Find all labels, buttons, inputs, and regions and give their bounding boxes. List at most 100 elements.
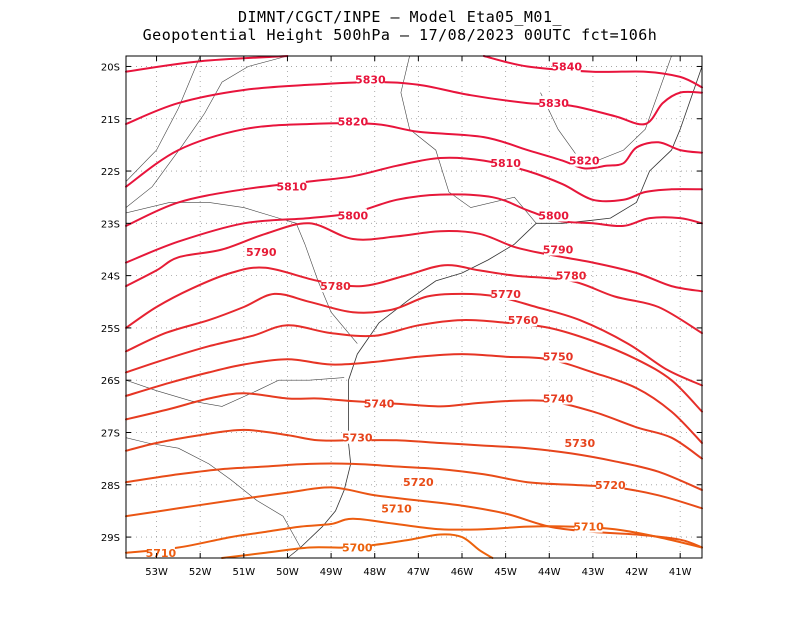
y-tick-label: 21S	[101, 115, 120, 126]
contour-label: 5810	[490, 157, 521, 170]
contour-5700	[221, 533, 494, 559]
contour-label: 5700	[342, 542, 373, 555]
contour-label: 5710	[146, 547, 177, 560]
contour-label-bg	[277, 179, 306, 193]
contour-label-bg	[491, 156, 520, 170]
x-tick-label: 44W	[538, 567, 561, 578]
x-tick-label: 52W	[189, 567, 212, 578]
contour-label-bg	[146, 545, 175, 559]
contour-label-bg	[338, 114, 367, 128]
contour-5820	[125, 122, 703, 188]
contour-label-bg	[343, 540, 372, 554]
height-contours	[125, 55, 703, 559]
state-border	[125, 55, 201, 182]
y-tick-label: 27S	[101, 429, 120, 440]
contour-5710	[125, 517, 703, 554]
contour-label-bg	[570, 153, 599, 167]
contour-label-bg	[247, 245, 276, 259]
y-tick-label: 26S	[101, 376, 120, 387]
y-tick-label: 29S	[101, 533, 120, 544]
contour-5840	[482, 55, 703, 89]
contour-label-bg	[557, 268, 586, 282]
contour-5760	[125, 319, 703, 413]
y-tick-label: 22S	[101, 167, 120, 178]
contour-label-bg	[321, 279, 350, 293]
state-border	[125, 55, 288, 208]
contour-5770	[125, 292, 703, 387]
coastline	[287, 66, 703, 559]
x-tick-label: 43W	[582, 567, 605, 578]
contour-label: 5740	[543, 393, 574, 406]
x-tick-label: 50W	[276, 567, 299, 578]
x-tick-label: 48W	[363, 567, 386, 578]
contour-label: 5800	[538, 209, 569, 222]
contour-label-bg	[596, 477, 625, 491]
contour-label-bg	[539, 96, 568, 110]
contour-label-bg	[382, 501, 411, 515]
contour-label: 5740	[364, 398, 395, 411]
chart-title-line-2: Geopotential Height 500hPa – 17/08/2023 …	[142, 26, 658, 44]
x-tick-label: 51W	[233, 567, 256, 578]
x-tick-label: 42W	[625, 567, 648, 578]
contour-label-bg	[544, 349, 572, 363]
contour-label: 5730	[342, 432, 373, 445]
y-tick-label: 24S	[101, 272, 120, 283]
contour-label: 5720	[403, 476, 434, 489]
axis-ticks: 53W 52W 51W 50W 49W 48W 47W 46W 45W 44W 43W 42W 41W 2…	[101, 56, 702, 578]
contour-label-bg	[404, 475, 433, 489]
contour-label-bg	[338, 208, 367, 222]
x-tick-label: 41W	[669, 567, 692, 578]
contour-label: 5720	[595, 479, 626, 492]
y-tick-label: 20S	[101, 62, 120, 73]
contour-label: 5840	[551, 60, 582, 73]
contour-5790	[125, 222, 703, 293]
contour-label: 5770	[490, 288, 521, 301]
x-tick-label: 49W	[320, 567, 343, 578]
y-tick-label: 28S	[101, 481, 120, 492]
y-tick-label: 23S	[101, 219, 120, 230]
contour-label: 5810	[277, 181, 308, 194]
contour-label: 5800	[338, 209, 369, 222]
contour-label-bg	[356, 72, 385, 86]
contour-label: 5710	[381, 502, 412, 515]
x-tick-label: 45W	[494, 567, 517, 578]
x-tick-label: 46W	[451, 567, 474, 578]
contour-label-bg	[491, 286, 520, 300]
contour-label: 5790	[543, 243, 574, 256]
contour-label: 5730	[565, 437, 596, 450]
contour-5730	[125, 428, 703, 491]
contour-labels: 5840 5830 5830 5820 5820 5810 5810 5800 5800 5790…	[146, 59, 626, 560]
map-frame	[125, 55, 703, 559]
contour-label-bg	[552, 59, 581, 73]
contour-label-bg	[574, 519, 603, 533]
contour-label: 5830	[538, 97, 569, 110]
contour-label: 5710	[573, 521, 604, 534]
y-tick-label: 25S	[101, 324, 120, 335]
contour-label: 5780	[320, 280, 351, 293]
contour-label: 5750	[543, 351, 574, 364]
state-border	[540, 55, 672, 167]
state-border	[125, 377, 345, 407]
contour-5830	[125, 81, 703, 126]
x-tick-label: 53W	[145, 567, 168, 578]
contour-5840	[125, 55, 289, 73]
contour-5750	[125, 353, 703, 444]
contour-label: 5820	[569, 155, 600, 168]
contour-label-bg	[539, 208, 568, 222]
contour-5740	[125, 392, 703, 460]
state-border	[400, 55, 537, 224]
state-border	[125, 202, 358, 344]
x-tick-label: 47W	[407, 567, 430, 578]
chart-title-line-1: DIMNT/CGCT/INPE – Model Eta05_M01_	[237, 8, 563, 26]
contour-5800	[125, 193, 703, 264]
contour-label: 5790	[246, 246, 277, 259]
contour-label: 5760	[508, 314, 539, 327]
contour-label-bg	[365, 396, 394, 410]
contour-5780	[125, 264, 703, 335]
contour-label-bg	[565, 435, 594, 449]
contour-label-bg	[544, 242, 572, 256]
contour-label-bg	[509, 313, 538, 327]
contour-label: 5830	[355, 74, 386, 87]
contour-label-bg	[343, 430, 372, 444]
